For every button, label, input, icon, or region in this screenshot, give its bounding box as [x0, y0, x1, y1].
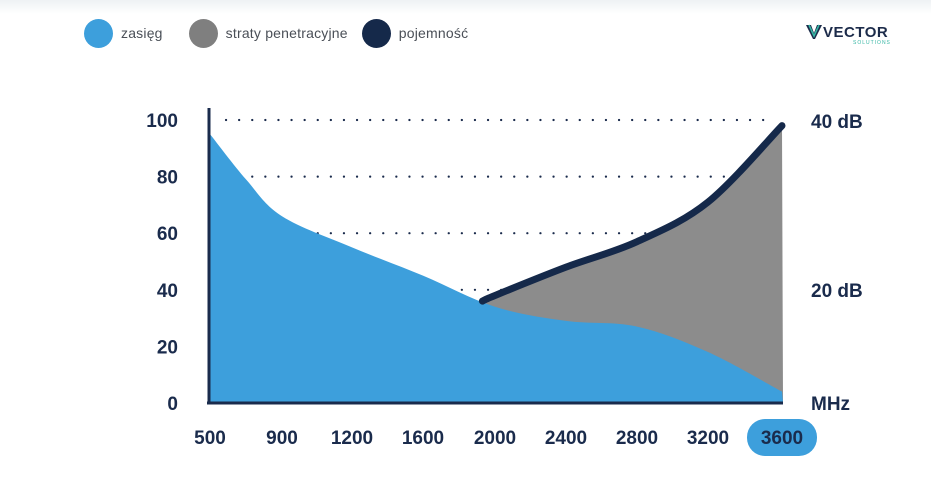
range-area [209, 134, 783, 403]
legend-item-penetration-loss: straty penetracyjne [188, 18, 348, 48]
x-tick-label: 1600 [402, 428, 444, 449]
y-tick-label: 80 [157, 168, 178, 189]
y-tick-label: 100 [146, 111, 178, 132]
legend-swatch-penetration-loss [188, 18, 218, 48]
y-tick-label: 40 [157, 281, 178, 302]
legend-label-range: zasięg [121, 25, 163, 41]
logo-subtitle: SOLUTIONS [853, 40, 891, 46]
x-tick-labels: 500 900 1200 1600 2000 2400 2800 3200 3600 [194, 428, 803, 449]
logo-v-icon [806, 24, 822, 39]
x-tick-label: 900 [266, 428, 298, 449]
x-tick-label: 500 [194, 428, 226, 449]
legend: zasięg straty penetracyjne pojemność [84, 18, 482, 48]
top-band [0, 0, 931, 14]
x-tick-label: 2800 [616, 428, 658, 449]
legend-item-capacity: pojemność [361, 18, 469, 48]
y-right-tick-20db: 20 dB [811, 281, 863, 302]
y-tick-label: 60 [157, 224, 178, 245]
x-tick-label: 2000 [474, 428, 516, 449]
legend-label-capacity: pojemność [398, 25, 469, 41]
y-tick-label: 20 [157, 337, 178, 358]
vector-solutions-logo: VECTOR SOLUTIONS [806, 24, 906, 48]
y-tick-labels: 100 80 60 40 20 0 [146, 111, 178, 415]
x-tick-label: 3200 [687, 428, 729, 449]
x-axis-label: MHz [811, 394, 850, 415]
x-tick-label: 2400 [545, 428, 587, 449]
legend-swatch-capacity [361, 18, 391, 48]
x-tick-label: 3600 [761, 428, 803, 449]
y-right-tick-40db: 40 dB [811, 112, 863, 133]
x-tick-label: 1200 [331, 428, 373, 449]
logo-wordmark: VECTOR [823, 24, 889, 41]
capacity-line [478, 122, 786, 305]
legend-label-penetration-loss: straty penetracyjne [225, 25, 348, 41]
legend-item-range: zasięg [84, 18, 163, 48]
highlighted-x-tick-bg [747, 419, 817, 456]
y-tick-label: 0 [167, 394, 178, 415]
legend-swatch-range [84, 18, 113, 48]
